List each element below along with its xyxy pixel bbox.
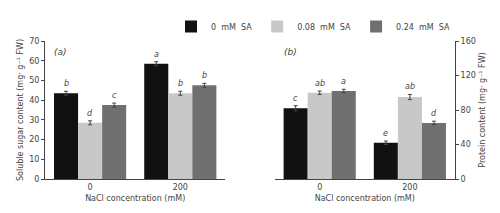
svg-text:ab: ab [315, 79, 325, 88]
svg-text:30: 30 [29, 116, 39, 125]
svg-text:10: 10 [29, 155, 39, 164]
svg-text:0: 0 [461, 175, 466, 184]
svg-text:(a): (a) [54, 47, 67, 57]
svg-text:b: b [178, 79, 183, 88]
svg-text:60: 60 [29, 57, 39, 66]
svg-text:0.24 mM SA: 0.24 mM SA [396, 23, 450, 32]
svg-text:160: 160 [461, 37, 476, 46]
svg-text:0: 0 [34, 175, 39, 184]
svg-text:50: 50 [29, 76, 39, 85]
svg-text:40: 40 [461, 140, 471, 149]
svg-text:200: 200 [173, 183, 188, 192]
svg-text:40: 40 [29, 96, 39, 105]
svg-text:0 mM SA: 0 mM SA [211, 23, 252, 32]
svg-text:b: b [64, 79, 69, 88]
svg-text:80: 80 [461, 106, 471, 115]
svg-text:NaCl concentration (mM): NaCl concentration (mM) [85, 194, 185, 203]
svg-text:Protein content (mg· g⁻¹ FW): Protein content (mg· g⁻¹ FW) [478, 52, 487, 168]
svg-text:ab: ab [405, 82, 415, 91]
svg-text:e: e [383, 129, 388, 138]
svg-text:NaCl concentration (mM): NaCl concentration (mM) [315, 194, 415, 203]
svg-text:b: b [202, 71, 207, 80]
svg-text:a: a [154, 50, 159, 59]
svg-text:20: 20 [29, 135, 39, 144]
svg-text:70: 70 [29, 37, 39, 46]
svg-text:c: c [293, 94, 298, 103]
svg-text:0.08 mM SA: 0.08 mM SA [297, 23, 351, 32]
svg-text:Soluble sugar content (mg· g⁻¹: Soluble sugar content (mg· g⁻¹ FW) [16, 39, 25, 181]
svg-text:(b): (b) [284, 47, 297, 57]
svg-text:200: 200 [402, 183, 417, 192]
svg-text:d: d [431, 109, 437, 118]
svg-text:c: c [112, 91, 117, 100]
svg-text:120: 120 [461, 71, 476, 80]
svg-text:0: 0 [317, 183, 322, 192]
svg-text:a: a [341, 77, 346, 86]
svg-text:d: d [87, 109, 93, 118]
svg-text:0: 0 [88, 183, 93, 192]
